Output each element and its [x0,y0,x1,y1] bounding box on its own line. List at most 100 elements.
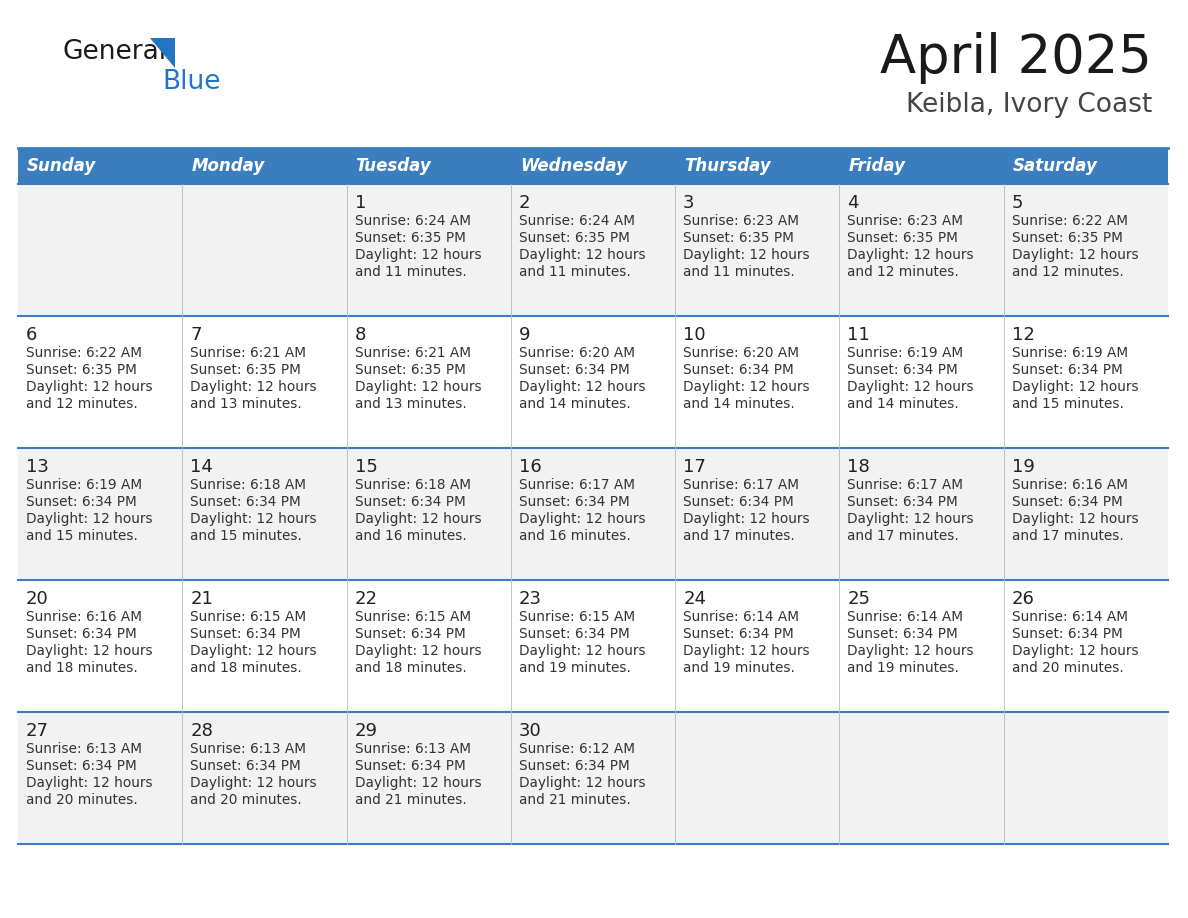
Text: Sunset: 6:34 PM: Sunset: 6:34 PM [1012,495,1123,509]
Text: Blue: Blue [162,69,221,95]
Text: and 12 minutes.: and 12 minutes. [26,397,138,411]
Text: Sunrise: 6:20 AM: Sunrise: 6:20 AM [519,346,634,360]
Text: Sunrise: 6:16 AM: Sunrise: 6:16 AM [1012,478,1127,492]
Text: Sunset: 6:35 PM: Sunset: 6:35 PM [190,363,302,377]
Text: Sunrise: 6:17 AM: Sunrise: 6:17 AM [847,478,963,492]
Text: and 11 minutes.: and 11 minutes. [683,265,795,279]
Text: Daylight: 12 hours: Daylight: 12 hours [683,644,810,658]
Text: Sunrise: 6:13 AM: Sunrise: 6:13 AM [190,742,307,756]
Text: and 11 minutes.: and 11 minutes. [519,265,631,279]
Text: 1: 1 [354,194,366,212]
Text: Daylight: 12 hours: Daylight: 12 hours [683,380,810,394]
Text: 8: 8 [354,326,366,344]
Text: 18: 18 [847,458,870,476]
Text: Sunrise: 6:23 AM: Sunrise: 6:23 AM [847,214,963,228]
Bar [18,712,1168,844]
Text: Daylight: 12 hours: Daylight: 12 hours [519,512,645,526]
Text: Sunrise: 6:18 AM: Sunrise: 6:18 AM [354,478,470,492]
Text: Sunset: 6:34 PM: Sunset: 6:34 PM [26,759,137,773]
Text: and 20 minutes.: and 20 minutes. [1012,661,1124,675]
Polygon shape [150,38,175,68]
Text: Daylight: 12 hours: Daylight: 12 hours [847,248,974,262]
Text: Sunrise: 6:13 AM: Sunrise: 6:13 AM [354,742,470,756]
Text: Thursday: Thursday [684,157,771,175]
Text: Sunset: 6:35 PM: Sunset: 6:35 PM [26,363,137,377]
Text: Sunrise: 6:20 AM: Sunrise: 6:20 AM [683,346,800,360]
Text: and 14 minutes.: and 14 minutes. [683,397,795,411]
Text: and 15 minutes.: and 15 minutes. [1012,397,1124,411]
Text: Sunset: 6:34 PM: Sunset: 6:34 PM [190,627,301,641]
Text: Sunset: 6:34 PM: Sunset: 6:34 PM [847,363,959,377]
Text: Sunset: 6:35 PM: Sunset: 6:35 PM [683,231,794,245]
Text: and 14 minutes.: and 14 minutes. [519,397,631,411]
Text: and 21 minutes.: and 21 minutes. [519,793,631,807]
Text: Daylight: 12 hours: Daylight: 12 hours [354,380,481,394]
Text: 17: 17 [683,458,706,476]
Text: Sunset: 6:34 PM: Sunset: 6:34 PM [683,363,794,377]
Text: and 15 minutes.: and 15 minutes. [26,529,138,543]
Text: Daylight: 12 hours: Daylight: 12 hours [190,776,317,790]
Text: Daylight: 12 hours: Daylight: 12 hours [26,644,152,658]
Text: Sunrise: 6:19 AM: Sunrise: 6:19 AM [26,478,143,492]
Bar [18,316,1168,448]
Text: Sunset: 6:35 PM: Sunset: 6:35 PM [519,231,630,245]
Text: and 11 minutes.: and 11 minutes. [354,265,467,279]
Text: and 19 minutes.: and 19 minutes. [683,661,795,675]
Text: Daylight: 12 hours: Daylight: 12 hours [1012,380,1138,394]
Text: Sunset: 6:34 PM: Sunset: 6:34 PM [26,495,137,509]
Text: and 17 minutes.: and 17 minutes. [683,529,795,543]
Text: 11: 11 [847,326,870,344]
Text: 2: 2 [519,194,530,212]
Text: Sunset: 6:34 PM: Sunset: 6:34 PM [683,495,794,509]
Text: Daylight: 12 hours: Daylight: 12 hours [683,512,810,526]
Text: Daylight: 12 hours: Daylight: 12 hours [354,512,481,526]
Bar [18,184,1168,316]
Text: Daylight: 12 hours: Daylight: 12 hours [26,380,152,394]
Text: 26: 26 [1012,590,1035,608]
Text: Sunrise: 6:21 AM: Sunrise: 6:21 AM [354,346,470,360]
Text: Sunrise: 6:13 AM: Sunrise: 6:13 AM [26,742,143,756]
Text: 30: 30 [519,722,542,740]
Text: Sunrise: 6:16 AM: Sunrise: 6:16 AM [26,610,143,624]
Text: and 14 minutes.: and 14 minutes. [847,397,959,411]
Text: Sunset: 6:34 PM: Sunset: 6:34 PM [354,627,466,641]
Text: 25: 25 [847,590,871,608]
Text: Daylight: 12 hours: Daylight: 12 hours [683,248,810,262]
Text: and 16 minutes.: and 16 minutes. [519,529,631,543]
Text: Sunset: 6:34 PM: Sunset: 6:34 PM [847,495,959,509]
Text: 20: 20 [26,590,49,608]
Text: Saturday: Saturday [1012,157,1098,175]
Bar [18,148,1168,184]
Text: and 13 minutes.: and 13 minutes. [190,397,302,411]
Text: Sunset: 6:34 PM: Sunset: 6:34 PM [1012,363,1123,377]
Text: 16: 16 [519,458,542,476]
Text: and 17 minutes.: and 17 minutes. [847,529,959,543]
Text: Sunset: 6:35 PM: Sunset: 6:35 PM [354,231,466,245]
Text: Sunset: 6:34 PM: Sunset: 6:34 PM [354,759,466,773]
Text: Daylight: 12 hours: Daylight: 12 hours [354,644,481,658]
Bar [18,580,1168,712]
Text: Sunrise: 6:19 AM: Sunrise: 6:19 AM [1012,346,1127,360]
Text: Sunset: 6:34 PM: Sunset: 6:34 PM [519,759,630,773]
Text: Daylight: 12 hours: Daylight: 12 hours [847,380,974,394]
Text: Daylight: 12 hours: Daylight: 12 hours [190,512,317,526]
Text: Daylight: 12 hours: Daylight: 12 hours [1012,248,1138,262]
Text: Sunrise: 6:14 AM: Sunrise: 6:14 AM [683,610,800,624]
Text: 7: 7 [190,326,202,344]
Text: Sunset: 6:34 PM: Sunset: 6:34 PM [354,495,466,509]
Text: Daylight: 12 hours: Daylight: 12 hours [847,644,974,658]
Text: Sunset: 6:34 PM: Sunset: 6:34 PM [1012,627,1123,641]
Text: Daylight: 12 hours: Daylight: 12 hours [847,512,974,526]
Text: Sunset: 6:34 PM: Sunset: 6:34 PM [26,627,137,641]
Text: Sunrise: 6:22 AM: Sunrise: 6:22 AM [1012,214,1127,228]
Text: Sunrise: 6:17 AM: Sunrise: 6:17 AM [519,478,634,492]
Text: April 2025: April 2025 [880,32,1152,84]
Text: Daylight: 12 hours: Daylight: 12 hours [519,644,645,658]
Text: Sunset: 6:34 PM: Sunset: 6:34 PM [847,627,959,641]
Text: Sunset: 6:34 PM: Sunset: 6:34 PM [190,495,301,509]
Bar [18,448,1168,580]
Text: 14: 14 [190,458,213,476]
Text: Sunrise: 6:14 AM: Sunrise: 6:14 AM [847,610,963,624]
Text: Sunrise: 6:12 AM: Sunrise: 6:12 AM [519,742,634,756]
Text: Daylight: 12 hours: Daylight: 12 hours [519,380,645,394]
